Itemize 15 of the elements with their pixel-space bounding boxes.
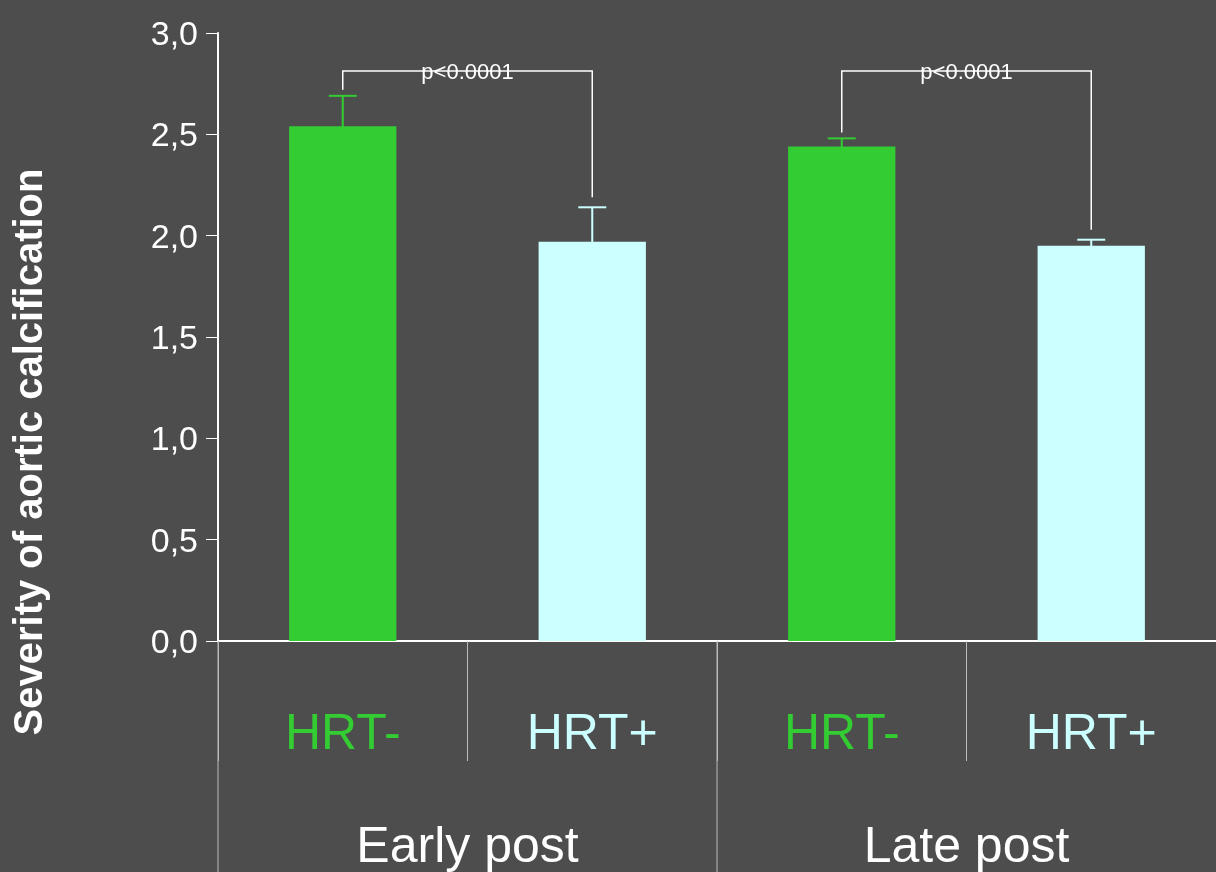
text: Late post [863, 817, 1070, 872]
x-tick-label: HRT- [783, 704, 900, 760]
x-tick-label: HRT- [284, 704, 401, 760]
y-tick-label: 1,0 [150, 419, 198, 458]
y-tick-label: 0,5 [150, 520, 198, 559]
y-tick-label: 2,5 [150, 115, 198, 154]
bar [1037, 245, 1145, 641]
text: Early post [356, 817, 579, 872]
x-tick-label: HRT+ [526, 704, 658, 760]
y-tick-label: 1,5 [150, 318, 198, 356]
y-axis-title: Severity of aortic calcification [6, 168, 50, 736]
x-tick-label: HRT+ [1025, 704, 1157, 760]
y-tick-label: 3,0 [150, 14, 198, 52]
y-tick-label: 0,0 [150, 622, 198, 660]
y-tick-label: 2,0 [150, 216, 198, 255]
